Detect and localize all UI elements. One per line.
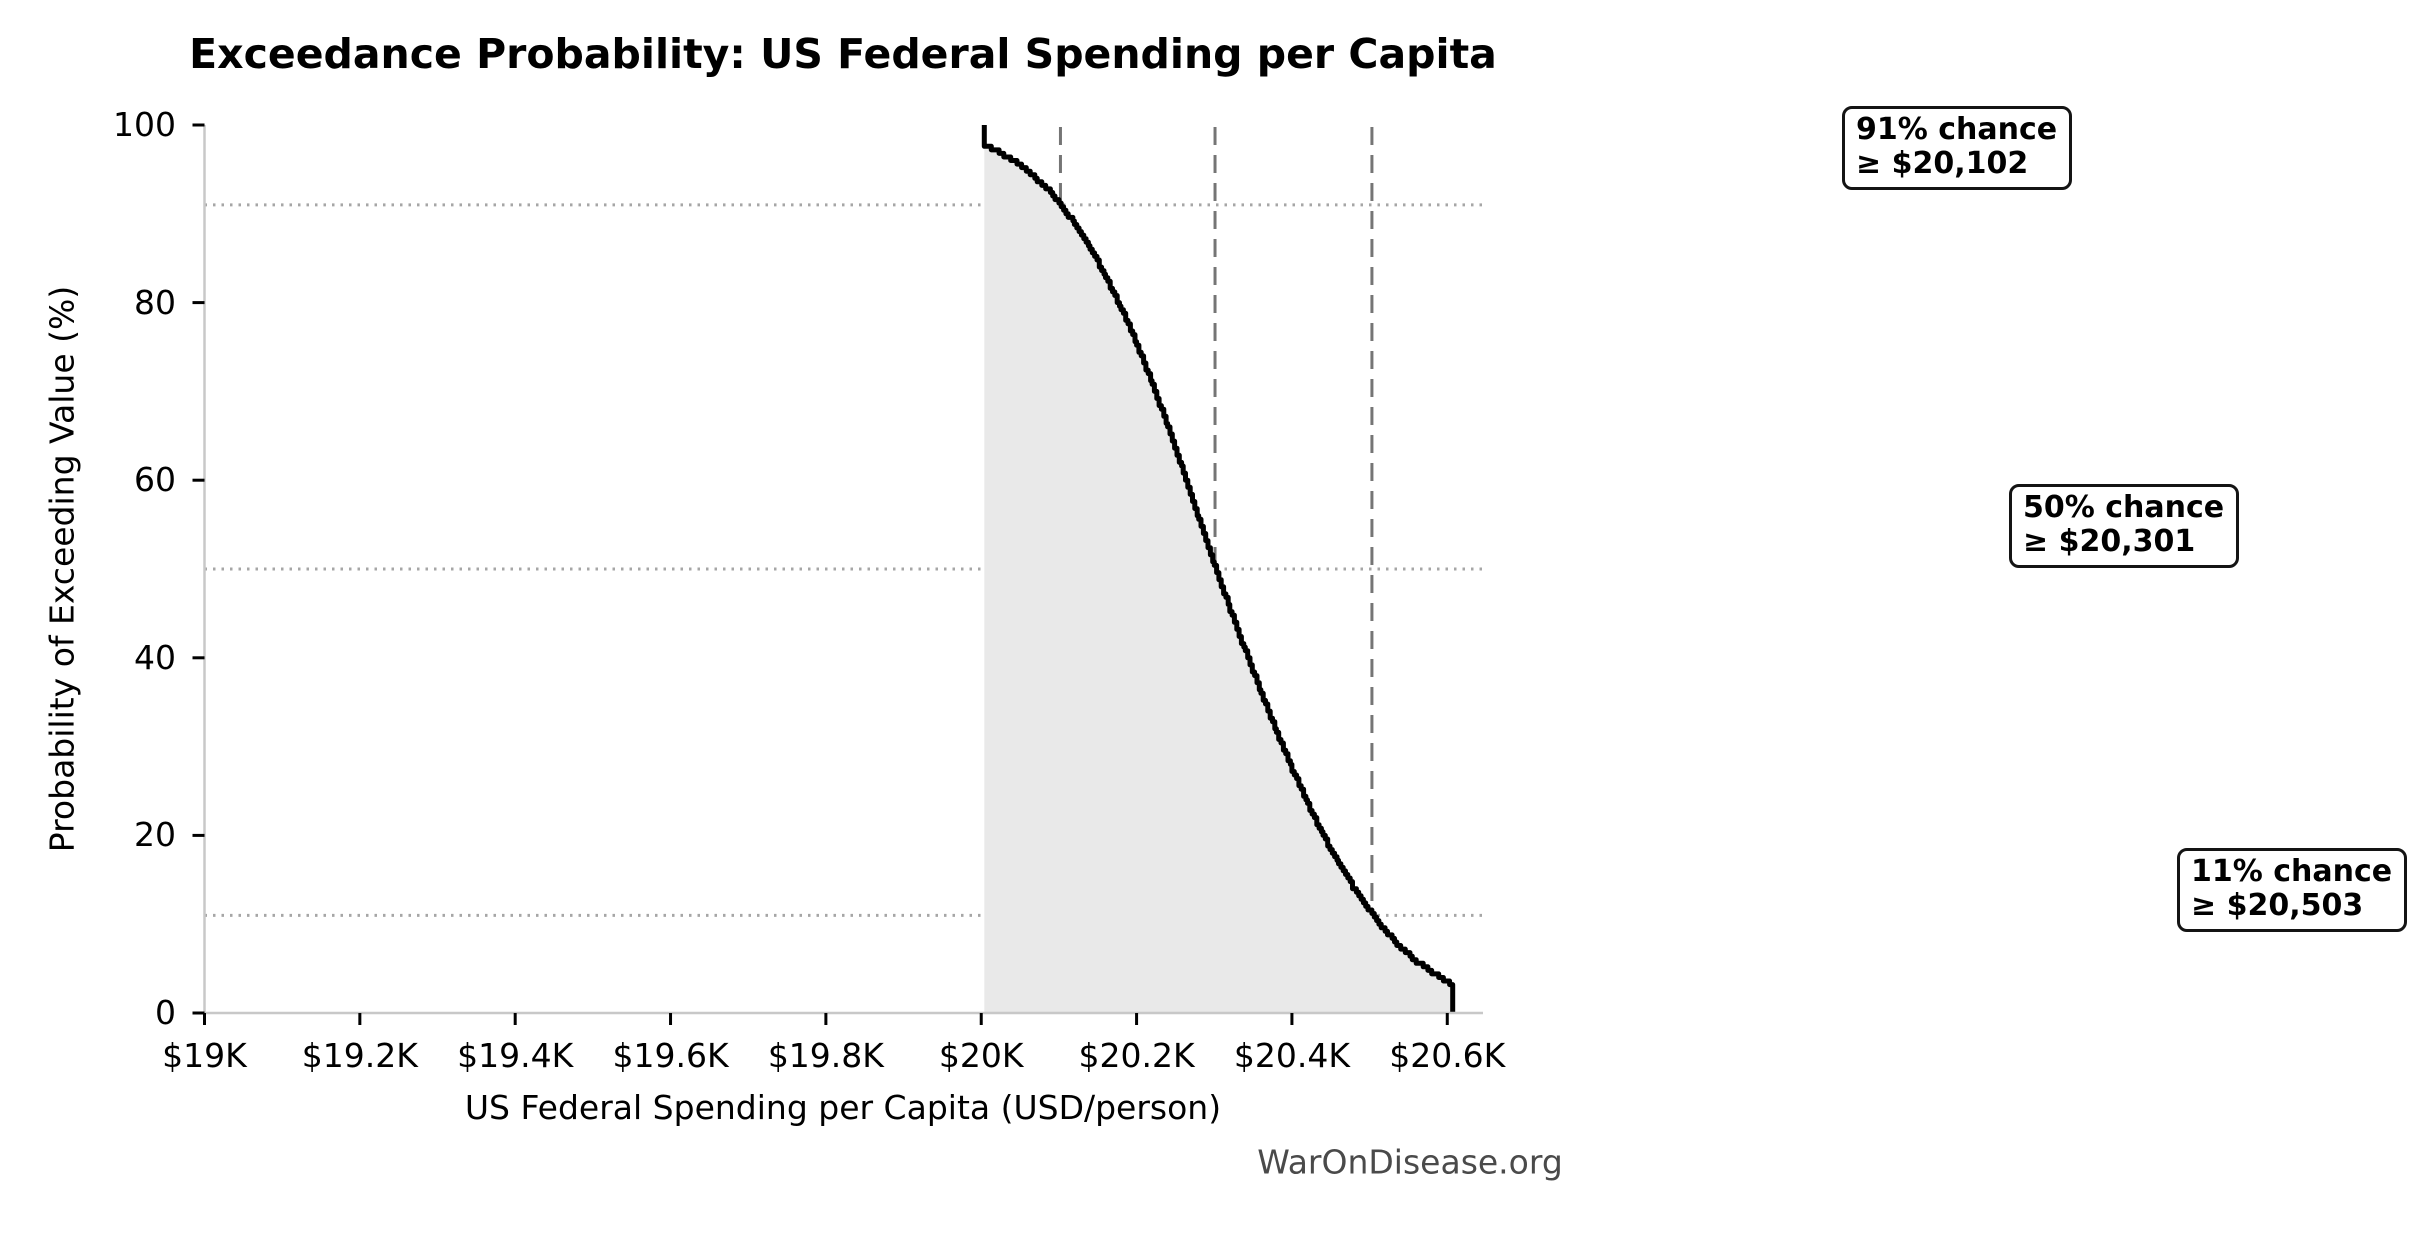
annotation-91-line1: 91% chance: [1856, 112, 2058, 147]
annotation-91-percent: 91% chance ≥ $20,102: [1842, 106, 2073, 190]
x-tick-label-$19K: $19K: [162, 1036, 247, 1075]
y-tick-label-20: 20: [134, 815, 176, 855]
x-tick-label-$20.6K: $20.6K: [1389, 1036, 1506, 1075]
annotation-50-line2: ≥ $20,301: [2023, 524, 2196, 559]
annotation-50-percent: 50% chance ≥ $20,301: [2009, 484, 2240, 568]
annotation-50-line1: 50% chance: [2023, 490, 2225, 525]
x-tick-label-$19.2K: $19.2K: [301, 1036, 418, 1075]
watermark: WarOnDisease.org: [1257, 1142, 1563, 1182]
y-tick-label-80: 80: [134, 282, 176, 322]
x-tick-label-$20.4K: $20.4K: [1233, 1036, 1350, 1075]
annotation-11-percent: 11% chance ≥ $20,503: [2177, 848, 2408, 932]
annotation-11-line1: 11% chance: [2191, 854, 2393, 889]
y-tick-label-60: 60: [134, 460, 176, 500]
y-axis-label: Probability of Exceeding Value (%): [42, 285, 82, 853]
x-axis-label: US Federal Spending per Capita (USD/pers…: [464, 1088, 1222, 1127]
x-tick-label-$19.6K: $19.6K: [612, 1036, 729, 1075]
exceedance-curve: [981, 125, 1456, 1013]
exceedance-area-fill: [984, 125, 1453, 1013]
x-tick-label-$19.8K: $19.8K: [767, 1036, 884, 1075]
y-tick-label-100: 100: [113, 105, 176, 144]
x-tick-label-$20.2K: $20.2K: [1078, 1036, 1195, 1075]
y-tick-label-0: 0: [155, 993, 176, 1032]
x-tick-label-$20K: $20K: [938, 1036, 1024, 1075]
y-tick-label-40: 40: [134, 637, 176, 677]
annotation-11-line2: ≥ $20,503: [2191, 888, 2364, 923]
chart-title: Exceedance Probability: US Federal Spend…: [189, 30, 1497, 78]
x-tick-label-$19.4K: $19.4K: [457, 1036, 574, 1075]
annotation-91-line2: ≥ $20,102: [1856, 146, 2029, 181]
